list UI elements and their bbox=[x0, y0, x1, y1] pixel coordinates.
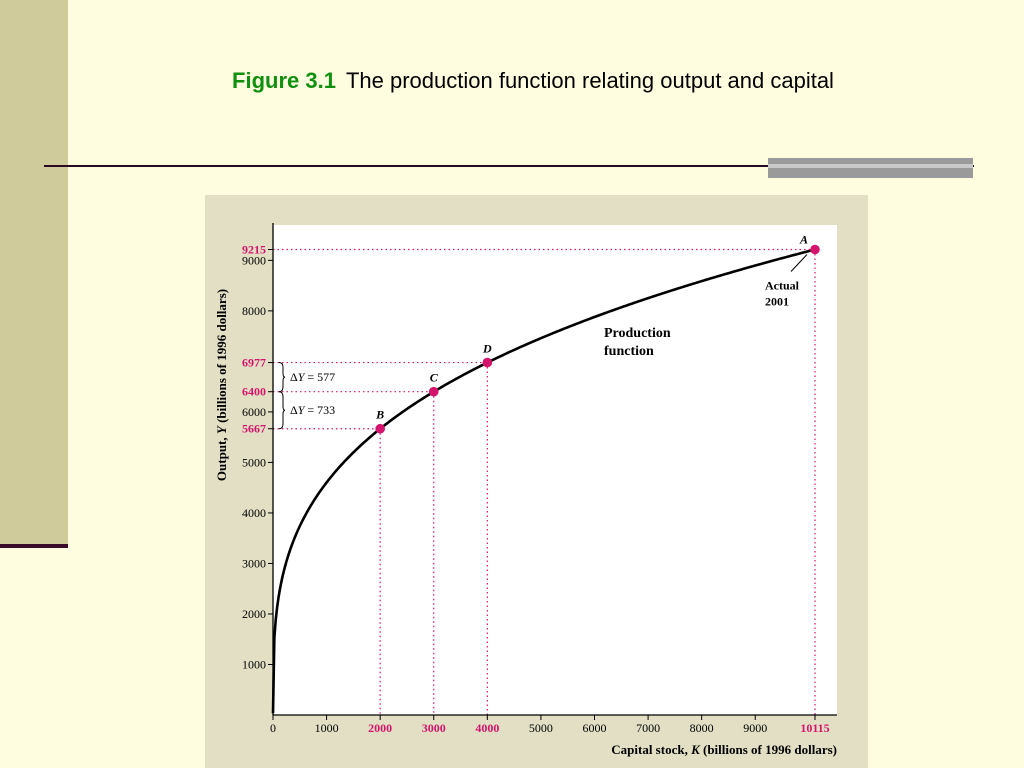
delta-lower-brace bbox=[278, 391, 286, 430]
x-tick-label: 0 bbox=[270, 721, 276, 735]
y-highlight-tick-label: 6400 bbox=[242, 385, 266, 399]
y-tick-label: 2000 bbox=[242, 607, 266, 621]
x-tick-label: 3000 bbox=[422, 721, 446, 735]
y-highlight-tick-label: 9215 bbox=[242, 243, 266, 257]
y-tick-label: 8000 bbox=[242, 304, 266, 318]
y-tick-label: 6000 bbox=[242, 405, 266, 419]
left-decorative-bar bbox=[0, 0, 68, 546]
delta-upper-label: ΔY = 577 bbox=[290, 370, 335, 384]
actual-leader-line bbox=[790, 254, 808, 272]
x-tick-label: 9000 bbox=[743, 721, 767, 735]
x-tick-label: 10115 bbox=[800, 721, 829, 735]
x-tick-label: 5000 bbox=[529, 721, 553, 735]
delta-upper-brace bbox=[278, 362, 286, 393]
figure-number: Figure 3.1 bbox=[232, 68, 336, 93]
actual-label: Actual bbox=[765, 279, 800, 293]
curve-label-line2: function bbox=[604, 344, 654, 359]
figure-title: The production function relating output … bbox=[345, 68, 834, 93]
divider-accent bbox=[768, 158, 973, 178]
y-tick-label: 9000 bbox=[242, 253, 266, 267]
x-tick-label: 7000 bbox=[636, 721, 660, 735]
point-label-A: A bbox=[799, 233, 808, 247]
point-D bbox=[482, 357, 493, 368]
title-divider bbox=[44, 165, 974, 167]
x-tick-label: 6000 bbox=[583, 721, 607, 735]
point-B bbox=[375, 423, 385, 434]
point-A bbox=[810, 244, 820, 255]
x-tick-label: 4000 bbox=[475, 721, 499, 735]
y-tick-label: 1000 bbox=[242, 657, 266, 671]
slide-title: Figure 3.1 The production function relati… bbox=[0, 68, 1024, 94]
y-axis-title: Output, Y (billions of 1996 dollars) bbox=[214, 289, 229, 481]
curve-label-line1: Production bbox=[604, 326, 671, 341]
y-tick-label: 4000 bbox=[242, 506, 266, 520]
x-tick-label: 1000 bbox=[315, 721, 339, 735]
x-tick-label: 2000 bbox=[368, 721, 392, 735]
production-function-curve bbox=[271, 248, 816, 714]
point-label-C: C bbox=[430, 371, 439, 385]
y-tick-label: 3000 bbox=[242, 556, 266, 570]
actual-year-label: 2001 bbox=[765, 295, 789, 309]
y-highlight-tick-label: 5667 bbox=[242, 422, 266, 436]
point-label-B: B bbox=[375, 408, 384, 422]
y-tick-label: 5000 bbox=[242, 455, 266, 469]
x-axis-title: Capital stock, K (billions of 1996 dolla… bbox=[611, 742, 837, 757]
left-bar-underline bbox=[0, 544, 68, 548]
chart-panel: 0 1000 2000 3000 4000 5000 6000 7000 8000 9000 101… bbox=[205, 195, 868, 768]
y-highlight-tick-label: 6977 bbox=[242, 356, 266, 370]
x-tick-label: 8000 bbox=[690, 721, 714, 735]
point-C bbox=[428, 386, 439, 397]
production-function-chart: 0 1000 2000 3000 4000 5000 6000 7000 8000 9000 101… bbox=[214, 223, 837, 757]
point-label-D: D bbox=[482, 342, 492, 356]
plot-area bbox=[273, 225, 837, 715]
delta-lower-label: ΔY = 733 bbox=[290, 403, 335, 417]
